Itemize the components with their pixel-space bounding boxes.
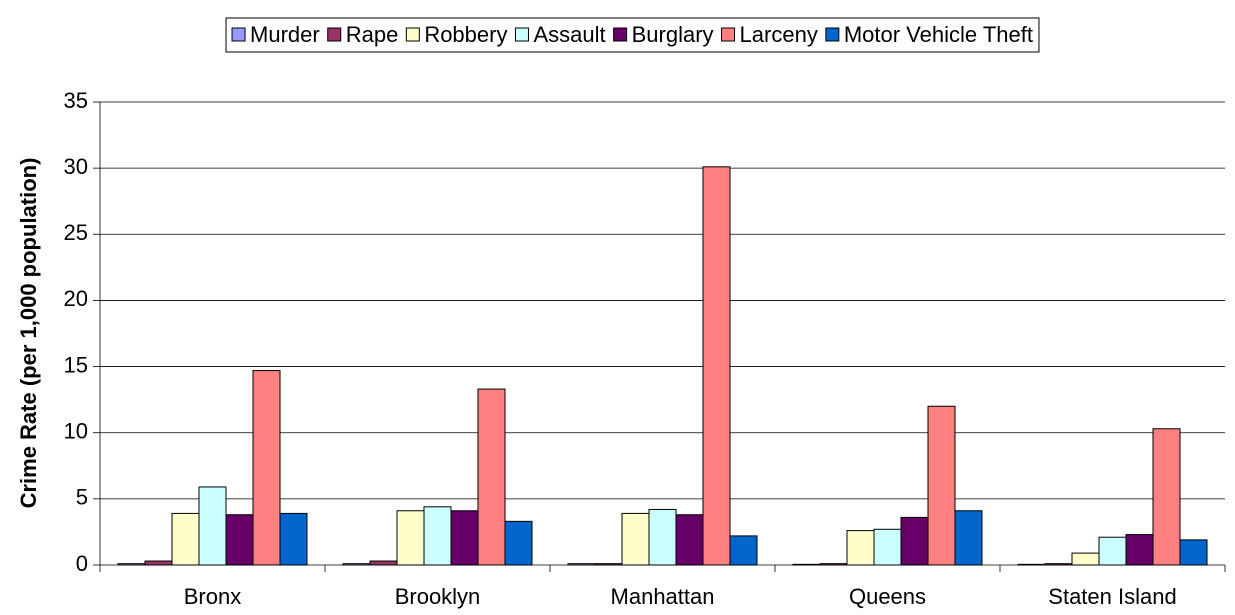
y-tick-label: 5 [76, 485, 88, 510]
bar [171, 512, 200, 566]
x-tick-label: Queens [849, 584, 926, 609]
y-tick-label: 35 [64, 88, 88, 113]
bar [342, 563, 371, 566]
legend-label: Burglary [632, 22, 714, 47]
x-tick-label: Bronx [184, 584, 241, 609]
legend-swatch [721, 27, 736, 42]
bar [900, 516, 929, 566]
legend-label: Robbery [424, 22, 507, 47]
legend-label: Murder [250, 22, 320, 47]
legend-swatch [825, 27, 840, 42]
x-tick-label: Staten Island [1048, 584, 1176, 609]
legend-swatch [613, 27, 628, 42]
legend-label: Larceny [740, 22, 818, 47]
y-tick-label: 25 [64, 220, 88, 245]
bar [567, 563, 596, 566]
bar [450, 510, 479, 566]
legend-swatch [327, 27, 342, 42]
bar [954, 510, 983, 566]
bar [621, 512, 650, 566]
legend-swatch [231, 27, 246, 42]
bar [648, 508, 677, 566]
legend-box [225, 17, 1040, 53]
bar [1071, 552, 1100, 566]
y-tick-label: 0 [76, 551, 88, 576]
bar [675, 514, 704, 566]
y-tick-label: 20 [64, 286, 88, 311]
bar [927, 405, 956, 566]
bar [477, 388, 506, 566]
bar [594, 563, 623, 566]
bar [1098, 536, 1127, 566]
legend-swatch [405, 27, 420, 42]
y-tick-label: 10 [64, 419, 88, 444]
legend-swatch [514, 27, 529, 42]
bar [1179, 539, 1208, 566]
x-tick-label: Brooklyn [395, 584, 481, 609]
bar [252, 370, 281, 566]
bar [1125, 534, 1154, 566]
bar [819, 563, 848, 566]
legend-label: Motor Vehicle Theft [844, 22, 1033, 47]
bar [225, 514, 254, 566]
bar [117, 563, 146, 566]
bar [873, 528, 902, 566]
bar [279, 512, 308, 566]
bar [729, 535, 758, 566]
legend-label: Rape [346, 22, 399, 47]
bar [504, 520, 533, 566]
bar [198, 486, 227, 566]
y-tick-label: 15 [64, 352, 88, 377]
bar [846, 530, 875, 566]
bar [369, 560, 398, 566]
bar [396, 510, 425, 566]
bar [144, 560, 173, 566]
y-tick-label: 30 [64, 154, 88, 179]
bar [1017, 563, 1046, 566]
bar [792, 563, 821, 566]
x-tick-label: Manhattan [611, 584, 715, 609]
legend-label: Assault [533, 22, 605, 47]
bar [1044, 563, 1073, 566]
y-axis-label: Crime Rate (per 1,000 population) [16, 158, 41, 509]
bar [1152, 428, 1181, 566]
bar [423, 506, 452, 566]
bar [702, 166, 731, 566]
